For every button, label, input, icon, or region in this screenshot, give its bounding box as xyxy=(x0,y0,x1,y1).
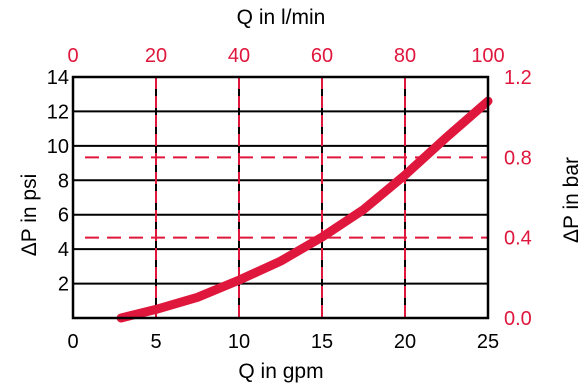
y2-tick-label: 0.8 xyxy=(504,147,532,169)
x-tick-label: 20 xyxy=(394,331,416,353)
x-tick-label: 15 xyxy=(311,331,333,353)
plot-frame xyxy=(71,75,490,320)
x-tick-label: 10 xyxy=(228,331,250,353)
y2-tick-label: 0.0 xyxy=(504,308,532,330)
x2-tick-label: 80 xyxy=(394,45,416,67)
curve-layer xyxy=(116,96,493,323)
y-tick-label: 6 xyxy=(58,205,69,227)
y-axis-title: ΔP in psi xyxy=(18,174,41,257)
x2-tick-label: 100 xyxy=(471,45,504,67)
x-axis-title: Q in gpm xyxy=(238,360,323,383)
x-tick-label: 0 xyxy=(67,331,78,353)
y-tick-label: 4 xyxy=(58,239,69,261)
y-tick-label: 8 xyxy=(58,170,69,192)
y2-tick-label: 0.4 xyxy=(504,228,532,250)
x2-axis-title: Q in l/min xyxy=(237,6,326,29)
pressure-drop-curve xyxy=(116,96,493,323)
y-tick-label: 10 xyxy=(47,136,69,158)
x2-tick-label: 40 xyxy=(228,45,250,67)
y-tick-label: 12 xyxy=(47,101,69,123)
primary-gridlines xyxy=(72,76,489,318)
x-tick-label: 25 xyxy=(477,331,499,353)
y2-axis-title: ΔP in bar xyxy=(560,157,582,243)
x2-tick-label: 20 xyxy=(145,45,167,67)
x2-tick-label: 0 xyxy=(67,45,78,67)
plot-frame-layer xyxy=(71,75,490,320)
y-tick-label: 14 xyxy=(47,67,69,89)
x-tick-label: 5 xyxy=(150,331,161,353)
y2-tick-label: 1.2 xyxy=(504,67,532,89)
y-tick-label: 2 xyxy=(58,274,69,296)
secondary-gridlines xyxy=(85,77,488,318)
x2-tick-label: 60 xyxy=(311,45,333,67)
